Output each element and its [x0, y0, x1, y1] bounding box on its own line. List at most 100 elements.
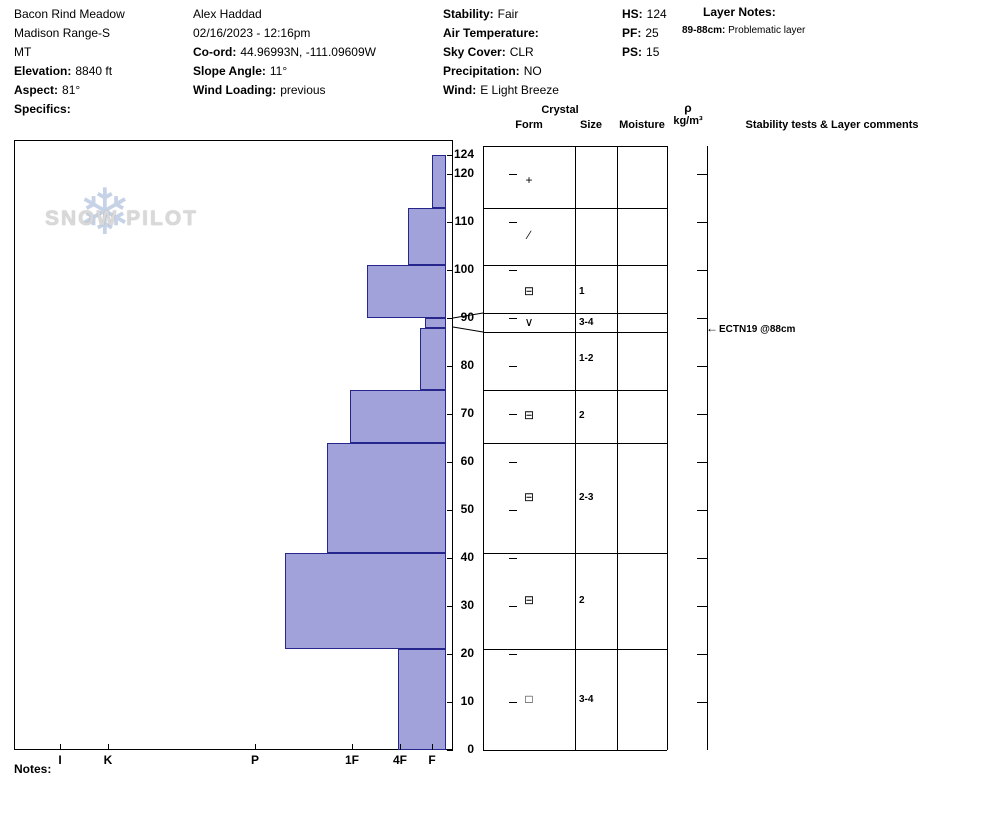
y-tick	[447, 654, 453, 655]
density-tick	[697, 414, 707, 415]
form-column-tick	[509, 702, 517, 703]
crystal-form-symbol: ⊟	[523, 283, 535, 298]
snowflake-icon: ❄	[78, 176, 132, 248]
y-tick	[447, 318, 453, 319]
coordinates: Co-ord: 44.96993N, -111.09609W	[193, 45, 376, 59]
header-location: Bacon Rind Meadow Madison Range-S MT Ele…	[14, 5, 125, 119]
y-axis-label: 40	[460, 550, 474, 564]
form-column-tick	[509, 222, 517, 223]
pit-surface: PS: 15	[622, 45, 660, 59]
y-axis-label: 90	[460, 310, 474, 324]
hardness-bar	[425, 318, 446, 328]
table-top-line	[483, 146, 667, 147]
hardness-bar	[398, 649, 446, 750]
specifics: Specifics:	[14, 102, 71, 116]
x-tick	[255, 744, 256, 750]
thin-layer-connector	[452, 312, 484, 333]
location-state: MT	[14, 45, 32, 59]
header-conditions: Stability: Fair Air Temperature: Sky Cove…	[443, 5, 559, 100]
table-row-line	[483, 265, 667, 267]
table-row-line	[483, 649, 667, 651]
x-tick	[432, 744, 433, 750]
hardness-bar	[432, 154, 446, 208]
crystal-form-symbol: □	[525, 691, 533, 706]
y-tick	[447, 270, 453, 271]
grain-size-label: 1-2	[579, 352, 594, 364]
y-axis-label: 124	[453, 146, 474, 161]
table-bottom-line	[483, 750, 667, 751]
observation-datetime: 02/16/2023 - 12:16pm	[193, 26, 311, 40]
y-axis-label: 0	[467, 742, 474, 756]
table-border	[617, 146, 618, 750]
y-axis-label: 110	[454, 214, 474, 228]
y-tick	[447, 606, 453, 607]
stability-test-result: ECTN19 @88cm	[719, 324, 796, 335]
x-axis-label: I	[58, 753, 62, 767]
table-row-line	[483, 442, 667, 444]
x-tick	[352, 744, 353, 750]
hardness-bar	[408, 207, 446, 266]
watermark-text: SNOW PILOT	[45, 207, 198, 230]
form-column-tick	[509, 510, 517, 511]
y-tick	[447, 414, 453, 415]
y-axis-label: 20	[460, 646, 474, 660]
y-tick	[447, 462, 453, 463]
location-range: Madison Range-S	[14, 26, 111, 40]
density-tick	[697, 702, 707, 703]
hardness-bar	[367, 265, 446, 318]
hardness-bar	[420, 327, 446, 390]
grain-size-label: 2	[579, 410, 585, 422]
x-tick	[60, 744, 61, 750]
hardness-bar	[350, 390, 446, 443]
crystal-form-symbol: ⊟	[523, 408, 535, 423]
layer-note-entry: 89-88cm: Problematic layer	[682, 25, 805, 36]
crystal-header: Crystal	[541, 104, 579, 116]
y-axis-label: 60	[460, 454, 474, 468]
aspect: Aspect: 81°	[14, 83, 81, 97]
table-border	[483, 146, 484, 750]
location-name: Bacon Rind Meadow	[14, 7, 125, 21]
density-header: ρ	[684, 101, 692, 115]
grain-size-label: 2-3	[579, 492, 594, 503]
hardness-bar	[327, 442, 446, 554]
x-axis-label: P	[250, 753, 259, 767]
form-column-tick	[509, 174, 517, 175]
form-column-tick	[509, 270, 517, 271]
density-tick	[697, 510, 707, 511]
crystal-form-symbol: ∕	[527, 228, 530, 243]
hardness-profile-plot	[14, 140, 453, 750]
pit-foot-depth: PF: 25	[622, 26, 659, 40]
grain-size-label: 2	[579, 595, 585, 607]
density-units: kg/m³	[673, 115, 703, 127]
table-row-line	[483, 207, 667, 209]
y-axis-label: 70	[460, 406, 474, 420]
air-temperature: Air Temperature:	[443, 26, 539, 40]
wind: Wind: E Light Breeze	[443, 83, 559, 97]
header-measurements: HS: 124 PF: 25 PS: 15	[622, 5, 667, 62]
y-tick	[447, 174, 453, 175]
moisture-header: Moisture	[619, 119, 665, 131]
stability: Stability: Fair	[443, 7, 519, 21]
crystal-form-symbol: ∨	[524, 314, 534, 329]
y-axis-label: 100	[453, 262, 474, 276]
wind-loading: Wind Loading: previous	[193, 83, 326, 97]
form-header: Form	[515, 119, 543, 131]
y-tick	[447, 750, 453, 751]
y-tick	[447, 558, 453, 559]
form-column-tick	[509, 462, 517, 463]
form-column-tick	[509, 558, 517, 559]
notes-label: Notes:	[14, 762, 52, 776]
crystal-form-symbol: ⊟	[523, 593, 535, 608]
layer-note-depth: 89-88cm:	[682, 25, 726, 36]
height-of-snow: HS: 124	[622, 7, 667, 21]
density-tick	[697, 606, 707, 607]
x-axis-label: K	[103, 753, 113, 767]
density-tick	[697, 222, 707, 223]
density-tick	[697, 318, 707, 319]
table-border	[575, 146, 576, 750]
y-tick	[447, 154, 453, 156]
crystal-form-symbol: +	[525, 173, 533, 188]
x-axis-label: 4F	[392, 753, 407, 767]
grain-size-label: 3-4	[579, 316, 594, 328]
